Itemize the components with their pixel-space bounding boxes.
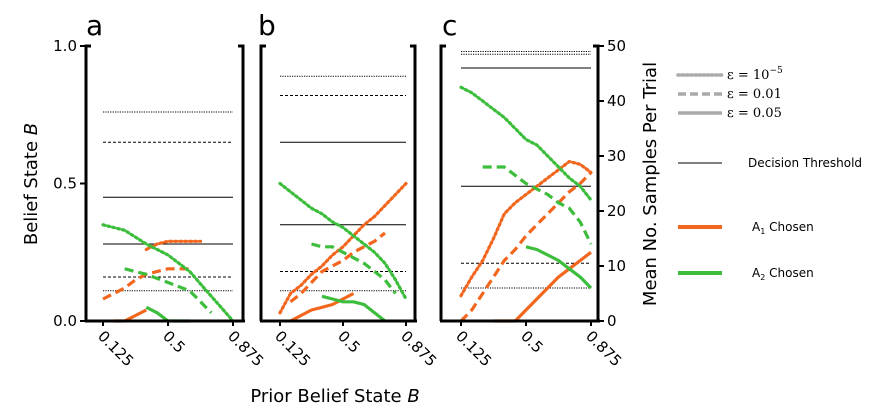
panel-letter-c: c	[442, 9, 457, 42]
legend: ε = 10−5 ε = 0.01 ε = 0.05 Decision Thre…	[676, 66, 862, 282]
y-axis-label-right: Mean No. Samples Per Trial	[640, 62, 661, 306]
x-tick-label: 0.125	[452, 327, 495, 370]
y-tick-label: 0.5	[53, 175, 77, 193]
left-spine	[84, 44, 91, 321]
panel-letter-b: b	[258, 9, 276, 42]
series-a1-line	[459, 171, 593, 323]
series-a2-line	[321, 294, 386, 323]
y-axis-label-left: Belief State B	[21, 123, 42, 245]
x-tick-label: 0.5	[159, 327, 189, 357]
series-a2-line	[482, 165, 593, 245]
series-a2-line	[311, 242, 397, 295]
series-a1-line	[289, 292, 355, 323]
x-tick-label: 0.125	[271, 327, 314, 370]
y-tick-label: 10	[607, 257, 626, 275]
panel-letter-a: a	[86, 9, 103, 42]
y-tick-label: 1.0	[53, 37, 77, 55]
y-tick-label: 40	[607, 92, 626, 110]
series-a2-line	[124, 267, 213, 314]
right-spine	[410, 44, 417, 321]
series-a1-line	[459, 159, 593, 298]
y-tick-label: 0	[607, 312, 617, 330]
y-tick-label: 20	[607, 202, 626, 220]
y-tick-label: 0.0	[53, 312, 77, 330]
x-tick-label: 0.875	[224, 327, 267, 370]
y-tick-label: 50	[607, 37, 626, 55]
series-a2-line	[459, 85, 593, 202]
x-tick-label: 0.875	[397, 327, 440, 370]
right-spine	[238, 44, 245, 321]
panel-b: 0.125 0.5 0.875	[259, 44, 440, 370]
panel-a: 0.0 0.5 1.0 0.125 0.5 0.875	[53, 37, 267, 370]
x-tick-label: 0.125	[94, 327, 137, 370]
series-a1-line	[113, 308, 148, 323]
series-a2-line	[278, 181, 408, 301]
series-a1-line	[493, 251, 592, 323]
legend-label-eps1: ε = 10−5	[727, 66, 783, 83]
series-a1-line	[278, 181, 408, 315]
legend-label-eps2: ε = 0.01	[727, 87, 782, 102]
series-a2-line	[525, 245, 593, 290]
right-spine	[593, 44, 600, 321]
x-axis-label: Prior Belief State B	[250, 386, 419, 407]
panel-c: 0 10 20 30 40 50 0.125 0.5 0.875	[439, 37, 626, 370]
series-a1-line	[144, 239, 203, 252]
x-tick-label: 0.5	[334, 327, 364, 357]
series-a2-line	[101, 223, 235, 323]
left-spine	[439, 44, 446, 321]
legend-label-a2: A2 Chosen	[752, 266, 814, 282]
legend-label-a1: A1 Chosen	[752, 220, 814, 236]
legend-label-eps3: ε = 0.05	[727, 106, 782, 121]
x-tick-label: 0.875	[582, 327, 625, 370]
series-a2-line	[145, 305, 190, 323]
left-spine	[259, 44, 266, 321]
x-tick-label: 0.5	[517, 327, 547, 357]
series-a1-line	[289, 231, 386, 304]
legend-label-threshold: Decision Threshold	[748, 156, 862, 170]
y-tick-label: 30	[607, 147, 626, 165]
